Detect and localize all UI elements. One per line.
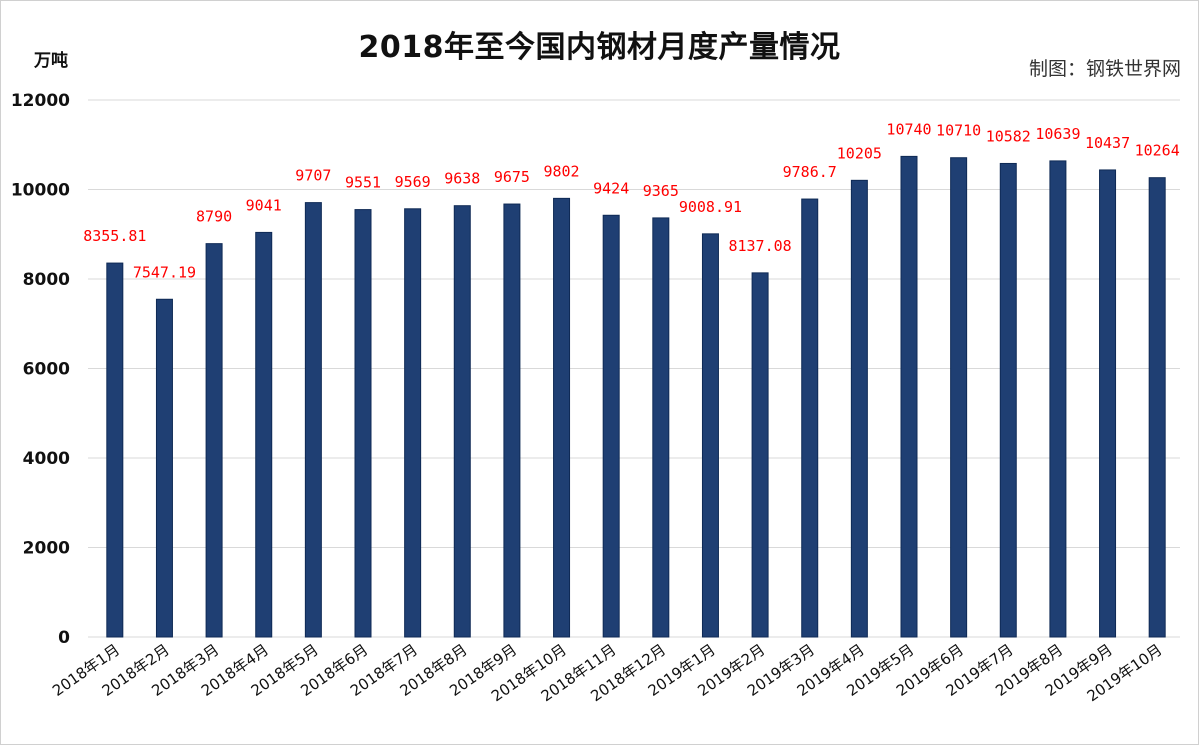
bar — [1148, 177, 1166, 638]
bar — [999, 162, 1017, 638]
bar — [950, 157, 968, 638]
bar — [801, 198, 819, 638]
data-label: 9041 — [246, 196, 282, 214]
y-tick-label: 6000 — [23, 360, 70, 380]
data-label: 7547.19 — [133, 263, 196, 281]
data-label: 9638 — [444, 170, 480, 188]
y-tick-label: 0 — [58, 628, 70, 648]
bar — [652, 217, 670, 638]
data-label: 8790 — [196, 208, 232, 226]
bar — [1099, 169, 1117, 638]
bars — [106, 155, 1166, 638]
bar — [701, 233, 719, 638]
bar — [751, 272, 769, 638]
data-label: 10437 — [1085, 134, 1130, 152]
data-label: 10740 — [886, 120, 931, 138]
chart-title: 2018年至今国内钢材月度产量情况 — [358, 30, 841, 65]
bar — [404, 208, 422, 638]
data-label: 10639 — [1035, 125, 1080, 143]
data-label: 9569 — [395, 173, 431, 191]
data-label: 9786.7 — [783, 163, 837, 181]
bar — [602, 214, 620, 638]
bar — [453, 205, 471, 638]
data-label: 10582 — [986, 127, 1031, 145]
bar — [553, 197, 571, 638]
y-axis-unit-label: 万吨 — [34, 51, 68, 71]
bar — [900, 155, 918, 638]
data-label: 9424 — [593, 179, 629, 197]
data-labels: 8355.81 7547.19 8790 9041 9707 9551 9569 9638 96… — [83, 120, 1180, 281]
bar — [205, 243, 223, 638]
y-axis-ticks: 0 2000 4000 6000 8000 10000 12000 — [11, 91, 70, 648]
data-label: 9675 — [494, 168, 530, 186]
chart-credit: 制图：钢铁世界网 — [1028, 58, 1181, 80]
data-label: 10264 — [1135, 142, 1180, 160]
data-label: 9707 — [295, 167, 331, 185]
data-label: 8137.08 — [728, 237, 791, 255]
y-tick-label: 12000 — [11, 91, 70, 111]
y-tick-label: 10000 — [11, 181, 70, 201]
bar — [106, 262, 124, 638]
bar — [255, 231, 273, 638]
y-tick-label: 2000 — [23, 539, 70, 559]
bar — [354, 209, 372, 638]
bar — [304, 202, 322, 638]
data-label: 10205 — [837, 144, 882, 162]
bar — [850, 179, 868, 638]
bar — [1049, 160, 1067, 638]
bar — [503, 203, 521, 638]
data-label: 9802 — [543, 162, 579, 180]
y-tick-label: 8000 — [23, 270, 70, 290]
data-label: 9365 — [643, 182, 679, 200]
bar — [155, 298, 173, 638]
y-tick-label: 4000 — [23, 449, 70, 469]
x-axis-ticks: 2018年1月2018年2月2018年3月2018年4月2018年5月2018年… — [49, 641, 1165, 706]
data-label: 9008.91 — [679, 198, 742, 216]
data-label: 9551 — [345, 174, 381, 192]
data-label: 10710 — [936, 122, 981, 140]
data-label: 8355.81 — [83, 227, 146, 245]
